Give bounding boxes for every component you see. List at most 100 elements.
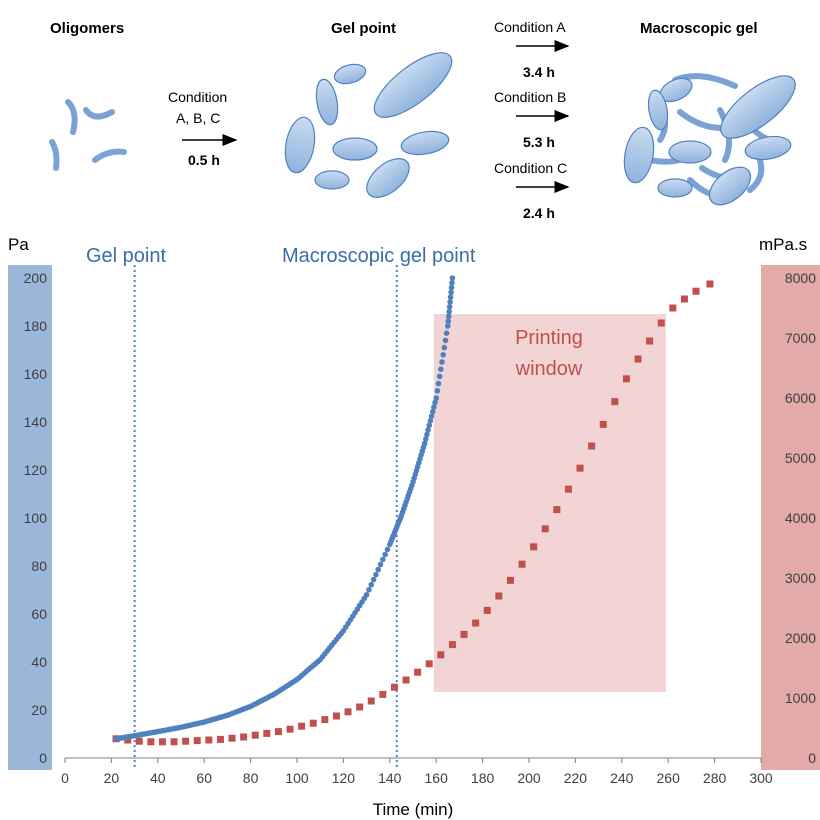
first-step-label-line1: Condition	[168, 89, 228, 105]
macroscopic-gel-point-annotation: Macroscopic gel point	[282, 245, 476, 267]
y-left-tick-label: 140	[24, 414, 48, 430]
viscosity-point	[530, 543, 538, 551]
modulus-dot	[438, 366, 444, 373]
modulus-dot	[445, 313, 452, 320]
modulus-dot	[375, 566, 382, 573]
modulus-dot	[425, 427, 431, 433]
viscosity-point	[599, 420, 607, 428]
viscosity-point	[460, 630, 468, 638]
modulus-dot	[448, 289, 454, 296]
modulus-point	[433, 395, 440, 401]
viscosity-point	[657, 319, 665, 327]
scheme-graphic	[49, 40, 796, 206]
viscosity-point	[680, 295, 688, 303]
modulus-dot	[426, 422, 433, 429]
modulus-dot	[448, 284, 455, 291]
viscosity-point	[706, 280, 714, 288]
viscosity-point	[182, 737, 190, 745]
modulus-dot	[377, 561, 384, 568]
modulus-dot	[427, 418, 434, 424]
viscosity-point	[506, 576, 514, 584]
viscosity-point	[286, 725, 294, 733]
modulus-point	[363, 592, 370, 598]
y-right-tick-label: 6000	[785, 390, 816, 406]
viscosity-point	[263, 729, 271, 737]
viscosity-point	[646, 337, 654, 345]
series-modulus	[113, 275, 456, 742]
viscosity-point	[622, 375, 630, 383]
modulus-dot	[436, 373, 443, 380]
viscosity-point	[472, 619, 480, 627]
condition-c-duration: 2.4 h	[523, 205, 555, 221]
y-left-tick-label: 100	[24, 510, 48, 526]
modulus-dot	[373, 571, 379, 578]
gel-point-annotation: Gel point	[86, 245, 166, 267]
y-right-tick-label: 0	[808, 750, 816, 766]
modulus-dot	[447, 299, 453, 305]
viscosity-point	[692, 287, 700, 295]
x-tick-label: 240	[610, 770, 634, 786]
viscosity-point	[588, 442, 596, 450]
viscosity-point	[205, 736, 213, 744]
viscosity-point	[332, 712, 340, 720]
modulus-dot	[441, 344, 448, 351]
viscosity-point	[483, 606, 491, 614]
oligomers-illustration	[49, 99, 127, 171]
y-left-tick-label: 20	[31, 702, 47, 718]
y-left-tick-label: 120	[24, 462, 48, 478]
first-step-label-line2: A, B, C	[176, 110, 221, 126]
modulus-dot	[449, 280, 455, 286]
modulus-dot	[380, 556, 386, 563]
right-axis-band	[761, 265, 820, 770]
y-left-tick-label: 180	[24, 318, 48, 334]
y-axis-left: 0 20 40 60 80 100 120 140 160 180 200	[24, 270, 48, 766]
modulus-dot	[384, 546, 391, 553]
x-tick-label: 280	[703, 770, 727, 786]
viscosity-point	[147, 738, 155, 746]
x-tick-label: 60	[196, 770, 212, 786]
viscosity-point	[576, 464, 584, 472]
x-axis-label: Time (min)	[373, 800, 454, 819]
viscosity-point	[564, 485, 572, 493]
condition-a-duration: 3.4 h	[523, 64, 555, 80]
viscosity-point	[553, 506, 561, 514]
modulus-point	[421, 440, 428, 447]
series-viscosity	[112, 280, 714, 746]
x-tick-label: 160	[425, 770, 449, 786]
x-tick-label: 120	[332, 770, 356, 786]
modulus-dot	[431, 404, 437, 410]
x-tick-label: 20	[104, 770, 120, 786]
modulus-dot	[424, 431, 430, 438]
viscosity-point	[228, 734, 236, 742]
x-tick-label: 100	[285, 770, 309, 786]
printing-window-label-line2: window	[515, 358, 583, 380]
y-axis-right-label: mPa.s	[759, 235, 807, 254]
stage-title-oligomers: Oligomers	[50, 20, 125, 37]
viscosity-point	[193, 737, 201, 745]
first-step-duration: 0.5 h	[188, 152, 220, 168]
y-left-tick-label: 160	[24, 366, 48, 382]
modulus-dot	[446, 308, 452, 315]
viscosity-point	[541, 525, 549, 533]
x-tick-label: 80	[243, 770, 259, 786]
x-tick-label: 260	[657, 770, 681, 786]
x-tick-label: 180	[471, 770, 495, 786]
y-left-tick-label: 60	[31, 606, 47, 622]
modulus-dot	[422, 436, 429, 442]
viscosity-point	[669, 304, 677, 312]
y-left-tick-label: 0	[39, 750, 47, 766]
viscosity-point	[274, 728, 282, 736]
y-right-tick-label: 1000	[785, 690, 816, 706]
x-tick-label: 0	[61, 770, 69, 786]
viscosity-point	[425, 660, 433, 668]
y-left-tick-label: 200	[24, 270, 48, 286]
x-axis: 0 20 40 60 80 100 120 140 160 180 200 220 240 260 280 3…	[61, 758, 773, 786]
modulus-dot	[428, 413, 435, 420]
printing-window-label-line1: Printing	[515, 327, 583, 349]
modulus-dot	[439, 359, 445, 365]
modulus-dot	[370, 576, 377, 583]
condition-c-label: Condition C	[494, 160, 568, 176]
viscosity-point	[611, 398, 619, 406]
viscosity-point	[251, 731, 259, 739]
